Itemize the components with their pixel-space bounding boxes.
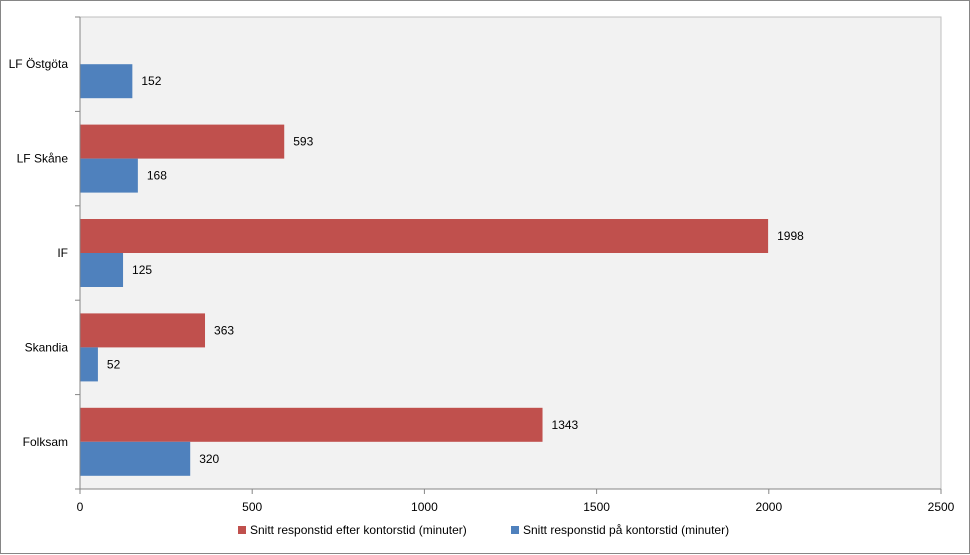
data-labels-group: 152 593 168 1998 125 363 52 1343 320 — [107, 74, 804, 466]
data-label: 1343 — [552, 418, 579, 432]
legend-swatch-efter — [238, 526, 246, 534]
data-label: 320 — [199, 452, 219, 466]
data-label: 593 — [293, 135, 313, 149]
data-label: 152 — [141, 74, 161, 88]
bar-efter-1 — [80, 124, 285, 159]
category-label: Folksam — [23, 435, 68, 449]
legend: Snitt responstid efter kontorstid (minut… — [238, 523, 729, 537]
bar-efter-4 — [80, 407, 543, 442]
x-tick-label: 1500 — [583, 500, 610, 514]
data-label: 125 — [132, 263, 152, 277]
x-axis: 0 500 1000 1500 2000 2500 — [77, 488, 955, 514]
bar-pa-1 — [80, 158, 138, 193]
bar-pa-3 — [80, 347, 98, 382]
legend-label-pa: Snitt responstid på kontorstid (minuter) — [523, 523, 729, 537]
data-label: 1998 — [777, 229, 804, 243]
bar-pa-4 — [80, 441, 191, 476]
category-label: LF Skåne — [17, 152, 69, 166]
y-axis: LF Östgöta LF Skåne IF Skandia Folksam — [9, 16, 81, 490]
data-label: 168 — [147, 169, 167, 183]
category-label: LF Östgöta — [9, 57, 69, 71]
x-tick-label: 1000 — [411, 500, 438, 514]
legend-label-efter: Snitt responstid efter kontorstid (minut… — [250, 523, 467, 537]
bar-pa-0 — [80, 64, 133, 99]
category-label: IF — [57, 246, 68, 260]
category-label: Skandia — [25, 340, 69, 354]
x-tick-label: 0 — [77, 500, 84, 514]
x-tick-label: 500 — [242, 500, 262, 514]
x-tick-label: 2500 — [928, 500, 955, 514]
bar-pa-2 — [80, 253, 124, 287]
data-label: 52 — [107, 357, 121, 371]
x-tick-label: 2000 — [755, 500, 782, 514]
legend-swatch-pa — [511, 526, 519, 534]
bar-efter-2 — [80, 219, 769, 253]
bars-group — [80, 64, 769, 476]
bar-efter-3 — [80, 313, 206, 348]
data-label: 363 — [214, 323, 234, 337]
